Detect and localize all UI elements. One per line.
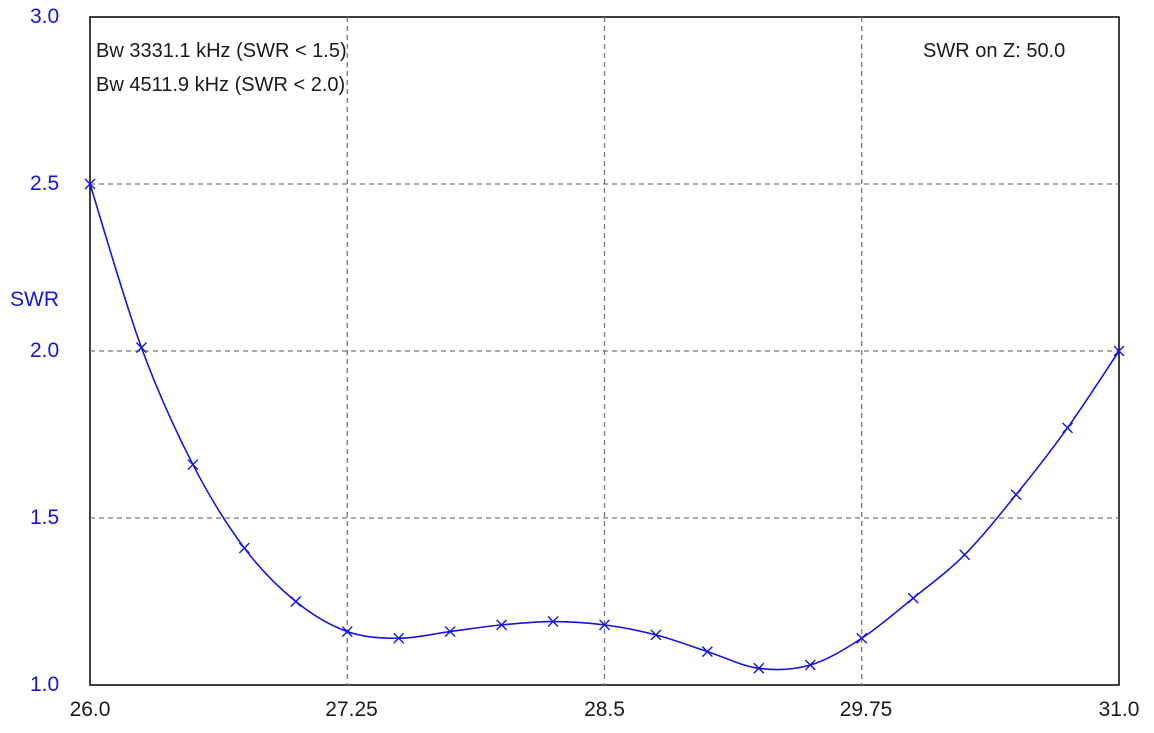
grid xyxy=(90,17,1119,685)
data-point-marker xyxy=(290,596,302,607)
series-layer xyxy=(84,178,1125,674)
data-point-marker xyxy=(856,632,868,644)
x-tick-label: 29.75 xyxy=(839,698,893,721)
data-point-marker xyxy=(907,592,919,604)
y-tick-label: 1.0 xyxy=(30,673,60,696)
y-tick-label: 3.0 xyxy=(30,5,60,28)
data-point-marker xyxy=(1113,345,1125,357)
data-point-marker xyxy=(1062,422,1074,434)
y-tick-label: 2.5 xyxy=(30,172,60,195)
data-point-marker xyxy=(84,178,96,190)
y-tick-label: 2.0 xyxy=(30,339,60,362)
data-point-marker xyxy=(753,662,765,674)
data-point-marker xyxy=(959,549,971,561)
data-point-marker xyxy=(238,542,250,554)
data-point-marker xyxy=(187,459,199,471)
x-tick-label: 27.25 xyxy=(325,698,378,721)
x-tick-label: 28.5 xyxy=(584,698,625,721)
x-tick-label: 26.0 xyxy=(69,698,111,721)
data-point-marker xyxy=(599,619,610,631)
data-point-marker xyxy=(135,342,147,354)
bandwidth-swr-2-0-label: Bw 4511.9 kHz (SWR < 2.0) xyxy=(96,74,346,96)
data-point-marker xyxy=(393,632,405,644)
data-point-marker xyxy=(1010,489,1022,501)
data-point-marker xyxy=(496,619,508,631)
data-point-marker xyxy=(547,616,559,628)
data-point-marker xyxy=(701,646,713,658)
y-axis-label: SWR xyxy=(10,288,59,311)
bandwidth-swr-1-5-label: Bw 3331.1 kHz (SWR < 1.5) xyxy=(96,40,347,62)
data-point-marker xyxy=(804,659,816,671)
data-point-marker xyxy=(650,629,662,641)
impedance-label: SWR on Z: 50.0 xyxy=(923,40,1066,62)
data-point-marker xyxy=(444,626,456,638)
y-tick-label: 1.5 xyxy=(30,506,60,529)
data-point-marker xyxy=(341,626,353,638)
x-tick-label: 31.0 xyxy=(1098,698,1140,721)
